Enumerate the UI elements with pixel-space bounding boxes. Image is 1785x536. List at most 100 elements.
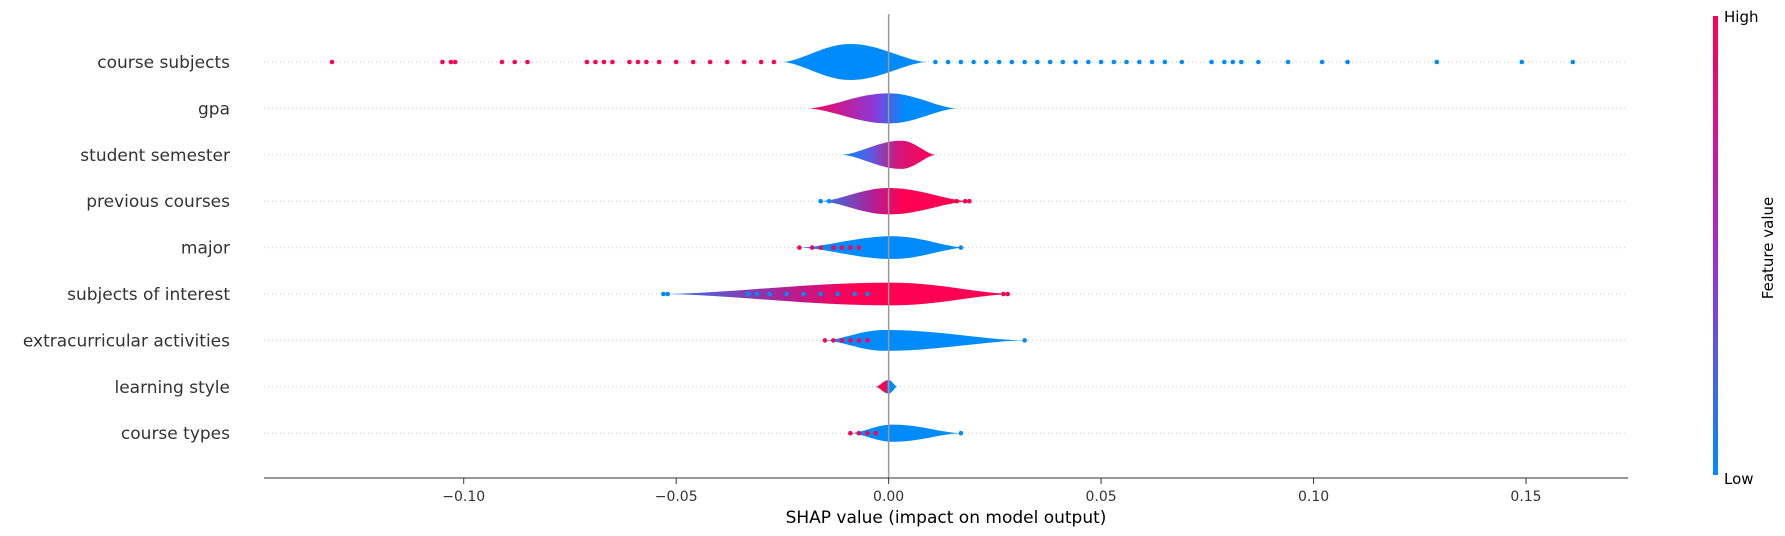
shap-point bbox=[984, 59, 989, 65]
violin-body bbox=[850, 424, 961, 442]
colorbar-low-label: Low bbox=[1724, 470, 1754, 488]
shap-point bbox=[1005, 291, 1010, 297]
shap-point bbox=[848, 245, 853, 250]
shap-point bbox=[635, 59, 641, 65]
shap-point bbox=[971, 291, 976, 297]
shap-point bbox=[1022, 59, 1027, 65]
x-axis-title: SHAP value (impact on model output) bbox=[786, 508, 1107, 528]
shap-point bbox=[848, 338, 853, 343]
x-tick-label: 0.15 bbox=[1510, 489, 1541, 505]
shap-point bbox=[907, 430, 913, 436]
shap-point bbox=[1434, 59, 1440, 65]
feature-label: learning style bbox=[114, 378, 230, 398]
violin-body bbox=[782, 44, 927, 80]
feature-row: learning style bbox=[114, 378, 1628, 398]
shap-point bbox=[835, 291, 840, 297]
shap-point bbox=[448, 59, 454, 65]
feature-label: major bbox=[181, 239, 230, 259]
shap-point bbox=[831, 338, 836, 343]
feature-label: course subjects bbox=[97, 53, 230, 73]
shap-point bbox=[746, 291, 751, 297]
colorbar-high-label: High bbox=[1724, 8, 1758, 26]
shap-point bbox=[1239, 59, 1244, 65]
shap-point bbox=[945, 59, 951, 65]
shap-point bbox=[644, 59, 649, 65]
shap-point bbox=[903, 338, 908, 343]
shap-point bbox=[920, 245, 925, 250]
shap-point bbox=[1137, 59, 1142, 65]
shap-point bbox=[958, 59, 964, 65]
shap-point bbox=[979, 291, 985, 297]
shap-point bbox=[911, 338, 917, 343]
x-ticks: −0.10 −0.05 0.00 0.05 0.10 0.15 bbox=[442, 478, 1542, 505]
x-tick-label: −0.10 bbox=[442, 489, 485, 505]
shap-point bbox=[945, 245, 951, 250]
shap-point bbox=[771, 59, 777, 65]
shap-point bbox=[661, 291, 666, 297]
shap-point bbox=[831, 245, 836, 250]
shap-point bbox=[1060, 59, 1066, 65]
shap-point bbox=[945, 338, 951, 343]
shap-point bbox=[741, 59, 747, 65]
shap-point bbox=[933, 59, 938, 65]
shap-point bbox=[924, 291, 930, 297]
shap-point bbox=[1098, 59, 1104, 65]
shap-point bbox=[839, 338, 845, 343]
feature-label: course types bbox=[121, 424, 230, 444]
shap-point bbox=[1519, 59, 1525, 65]
x-tick-label: −0.05 bbox=[655, 489, 698, 505]
shap-point bbox=[1022, 338, 1027, 343]
shap-point bbox=[818, 245, 823, 250]
shap-point bbox=[1162, 59, 1168, 65]
shap-point bbox=[1009, 59, 1015, 65]
shap-point bbox=[754, 291, 760, 297]
feature-row: course types bbox=[121, 424, 1628, 444]
violin-body bbox=[807, 93, 957, 124]
shap-point bbox=[822, 338, 828, 343]
shap-point bbox=[724, 59, 730, 65]
feature-rows: course subjects gpa student semester previo… bbox=[23, 44, 1628, 444]
shap-point bbox=[1570, 59, 1576, 65]
shap-point bbox=[584, 59, 590, 65]
feature-label: extracurricular activities bbox=[23, 331, 230, 351]
x-tick-label: 0.05 bbox=[1086, 489, 1117, 505]
shap-point bbox=[707, 59, 713, 65]
shap-point bbox=[1345, 59, 1350, 65]
shap-point bbox=[873, 430, 879, 436]
shap-point bbox=[856, 430, 862, 436]
shap-point bbox=[996, 59, 1002, 65]
shap-point bbox=[928, 338, 934, 343]
shap-point bbox=[1209, 59, 1214, 65]
shap-point bbox=[1319, 59, 1325, 65]
shap-point bbox=[852, 291, 857, 297]
x-tick-label: 0.00 bbox=[873, 489, 904, 505]
shap-point bbox=[1073, 59, 1078, 65]
shap-point bbox=[848, 430, 853, 436]
shap-point bbox=[1111, 59, 1117, 65]
shap-point bbox=[818, 198, 823, 204]
shap-point bbox=[525, 59, 530, 65]
shap-point bbox=[1035, 59, 1040, 65]
shap-point bbox=[610, 59, 615, 65]
shap-point bbox=[954, 198, 959, 204]
shap-point bbox=[758, 59, 764, 65]
x-tick-label: 0.10 bbox=[1298, 489, 1329, 505]
feature-row: student semester bbox=[80, 140, 1628, 169]
shap-point bbox=[1285, 59, 1291, 65]
shap-point bbox=[1086, 59, 1091, 65]
shap-point bbox=[958, 430, 964, 436]
shap-point bbox=[865, 291, 870, 297]
shap-point bbox=[627, 59, 632, 65]
shap-point bbox=[928, 430, 934, 436]
violin-body bbox=[799, 236, 966, 259]
feature-label: previous courses bbox=[86, 192, 230, 212]
shap-point bbox=[452, 59, 458, 65]
shap-point bbox=[1222, 59, 1227, 65]
shap-point bbox=[797, 245, 802, 250]
shap-point bbox=[673, 59, 679, 65]
shap-point bbox=[1179, 59, 1185, 65]
violin-body bbox=[820, 188, 970, 215]
shap-point bbox=[512, 59, 518, 65]
shap-point bbox=[958, 245, 964, 250]
